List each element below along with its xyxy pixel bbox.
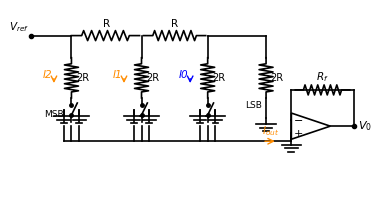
Text: LSB: LSB — [245, 101, 262, 110]
Text: $R_f$: $R_f$ — [316, 70, 329, 84]
Text: $V_{ref}$: $V_{ref}$ — [9, 20, 29, 34]
Text: R: R — [103, 19, 110, 29]
Text: $V_0$: $V_0$ — [358, 119, 372, 133]
Text: $-$: $-$ — [293, 114, 303, 124]
Text: $I_{out}$: $I_{out}$ — [262, 124, 279, 138]
Text: I1: I1 — [113, 70, 122, 80]
Text: R: R — [171, 19, 178, 29]
Text: I2: I2 — [42, 70, 52, 80]
Text: I0: I0 — [179, 70, 188, 80]
Text: $+$: $+$ — [293, 128, 303, 139]
Text: 2R: 2R — [76, 73, 89, 83]
Text: 2R: 2R — [212, 73, 225, 83]
Text: 2R: 2R — [146, 73, 159, 83]
Text: 2R: 2R — [271, 73, 284, 83]
Text: MSB: MSB — [44, 110, 64, 119]
